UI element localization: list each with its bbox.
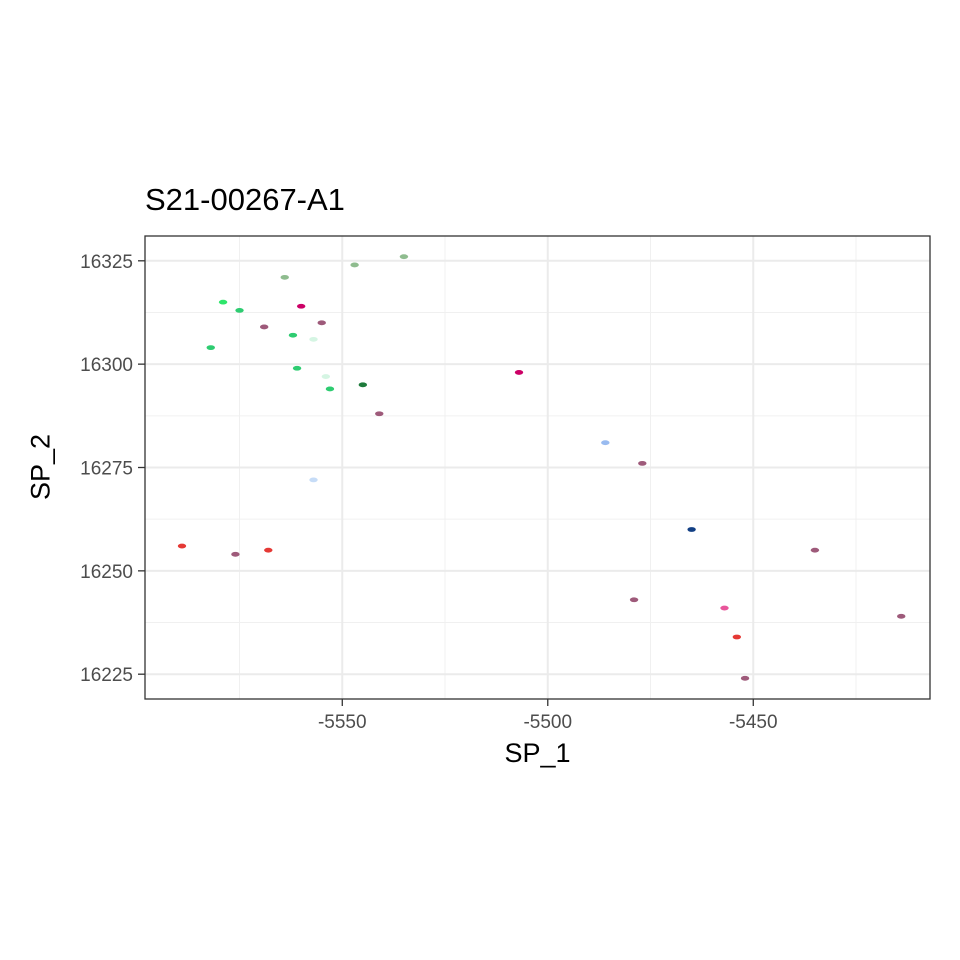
data-point [309, 336, 318, 342]
x-tick-label: -5450 [729, 712, 778, 733]
y-tick-label: 16325 [80, 252, 133, 273]
y-axis-ticks: 16225 16250 16275 16300 16325 [80, 252, 145, 686]
data-point [687, 527, 696, 532]
data-point [309, 477, 318, 483]
y-tick-label: 16250 [80, 562, 133, 583]
data-point [231, 551, 240, 557]
data-point [810, 547, 820, 553]
data-point [399, 254, 409, 260]
data-point [601, 440, 610, 446]
data-point [740, 675, 750, 681]
data-point [280, 274, 289, 280]
y-tick-label: 16300 [80, 355, 133, 376]
data-point [218, 299, 228, 305]
data-point [317, 320, 326, 326]
data-point [296, 303, 306, 309]
data-point [288, 332, 298, 338]
x-tick-label: -5500 [523, 712, 572, 733]
data-point [177, 543, 187, 549]
data-point [292, 365, 302, 371]
data-point [264, 547, 273, 553]
data-point [629, 597, 639, 603]
data-point [897, 613, 906, 619]
data-point [514, 370, 524, 375]
major-grid [145, 236, 930, 699]
data-point [206, 345, 215, 351]
data-points [177, 254, 906, 681]
data-point [375, 411, 384, 417]
data-point [358, 382, 368, 388]
chart-title: S21-00267-A1 [145, 182, 345, 217]
data-point [325, 386, 335, 392]
data-point [732, 634, 742, 640]
data-point [720, 605, 729, 611]
y-axis-title: SP_2 [25, 433, 56, 501]
x-tick-label: -5550 [318, 712, 367, 733]
y-tick-label: 16275 [80, 459, 133, 480]
y-tick-label: 16225 [80, 665, 133, 686]
data-point [321, 374, 331, 379]
data-point [235, 308, 244, 313]
data-point [350, 262, 359, 268]
data-point [259, 324, 269, 330]
x-axis-ticks: -5550 -5500 -5450 [318, 699, 778, 733]
data-point [638, 460, 647, 466]
x-axis-title: SP_1 [504, 738, 571, 768]
